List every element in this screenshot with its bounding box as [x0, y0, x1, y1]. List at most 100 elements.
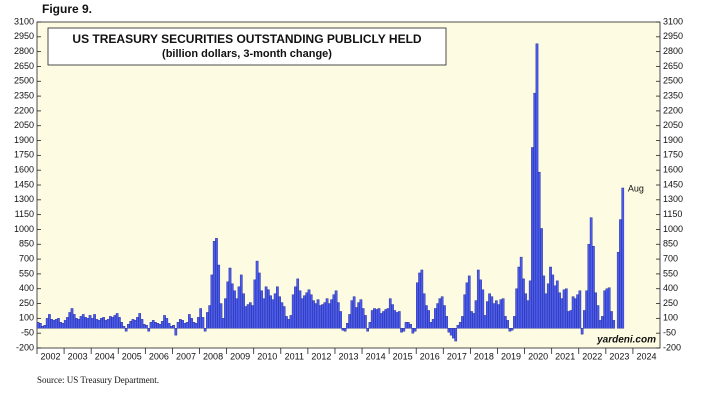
- bar: [212, 241, 216, 329]
- bar: [323, 302, 327, 329]
- y2-tick-label: 2800: [663, 46, 683, 56]
- bar: [100, 318, 103, 329]
- bar: [267, 289, 270, 329]
- bar: [48, 314, 51, 329]
- y2-tick-label: 2650: [663, 61, 683, 71]
- bar: [316, 299, 320, 329]
- bar: [147, 328, 151, 332]
- bar: [120, 322, 123, 329]
- bar: [215, 238, 218, 329]
- bar: [350, 300, 354, 329]
- bar: [41, 326, 44, 329]
- bar: [366, 328, 370, 332]
- bar: [305, 292, 309, 329]
- bar: [294, 286, 297, 329]
- bar: [127, 324, 130, 329]
- bar: [194, 323, 198, 329]
- bar: [555, 280, 559, 329]
- bar: [589, 217, 593, 329]
- x-tick-label: 2017: [447, 351, 467, 361]
- bar: [59, 322, 63, 329]
- y2-tick-label: 700: [663, 253, 678, 263]
- bar: [97, 320, 101, 329]
- bar: [578, 290, 582, 329]
- bar: [601, 316, 604, 329]
- bar: [327, 303, 331, 329]
- y2-tick-label: 1450: [663, 179, 683, 189]
- bar: [118, 317, 121, 329]
- bar: [174, 328, 178, 336]
- bar: [352, 296, 356, 329]
- bar: [269, 295, 272, 329]
- bar: [54, 319, 58, 329]
- bar: [479, 279, 482, 329]
- y-tick-label: 2200: [14, 105, 34, 115]
- bar: [427, 310, 430, 329]
- bar: [226, 281, 230, 329]
- y-tick-label: 1600: [14, 165, 34, 175]
- bar: [574, 298, 577, 329]
- bar: [467, 275, 471, 329]
- bar: [188, 314, 191, 329]
- x-tick-label: 2015: [393, 351, 413, 361]
- bar: [497, 304, 500, 329]
- bar: [36, 322, 40, 329]
- y2-tick-label: 2050: [663, 120, 683, 130]
- bar: [129, 321, 133, 329]
- y-tick-label: 400: [19, 283, 34, 293]
- x-tick-label: 2010: [257, 351, 277, 361]
- bar: [404, 322, 408, 329]
- bar: [517, 266, 521, 329]
- bar: [375, 309, 379, 329]
- y2-tick-label: 100: [663, 313, 678, 323]
- bar: [131, 319, 135, 329]
- bar: [515, 288, 518, 329]
- bar: [341, 328, 345, 331]
- bar: [382, 311, 385, 329]
- bar: [142, 324, 146, 329]
- bar: [447, 328, 451, 333]
- bar: [113, 315, 117, 329]
- bar: [434, 308, 437, 329]
- bar: [560, 298, 564, 329]
- bar: [248, 302, 252, 329]
- bar: [364, 315, 367, 329]
- bar: [610, 311, 613, 329]
- bar: [348, 314, 351, 329]
- bar: [343, 328, 347, 332]
- y2-tick-label: 2500: [663, 76, 683, 86]
- bar: [318, 305, 322, 329]
- bar: [280, 302, 284, 329]
- watermark: yardeni.com: [596, 335, 656, 346]
- bar: [580, 328, 584, 335]
- x-tick-label: 2006: [149, 351, 169, 361]
- bar: [605, 288, 609, 329]
- y2-tick-label: 2350: [663, 90, 683, 100]
- bar: [264, 286, 268, 329]
- bar: [592, 246, 595, 329]
- bar: [368, 322, 372, 329]
- y2-tick-label: 1150: [663, 209, 682, 219]
- bar: [224, 298, 227, 329]
- bar: [440, 296, 444, 329]
- x-tick-label: 2024: [636, 351, 656, 361]
- bar: [57, 318, 60, 329]
- y-tick-label: 1900: [14, 135, 34, 145]
- bar: [551, 274, 555, 329]
- bar: [309, 294, 313, 329]
- y2-tick-label: 2200: [663, 105, 683, 115]
- bar: [102, 317, 105, 329]
- y2-tick-label: 550: [663, 268, 678, 278]
- bar: [583, 310, 586, 329]
- bar: [172, 325, 175, 329]
- bar: [443, 305, 446, 329]
- bar: [501, 298, 505, 329]
- x-tick-label: 2003: [68, 351, 88, 361]
- bar: [492, 303, 496, 329]
- bar: [167, 323, 171, 329]
- bar: [63, 320, 67, 329]
- y2-tick-label: 1000: [663, 224, 683, 234]
- y-tick-label: 250: [19, 298, 34, 308]
- x-tick-label: 2011: [285, 351, 304, 361]
- bar: [481, 289, 485, 329]
